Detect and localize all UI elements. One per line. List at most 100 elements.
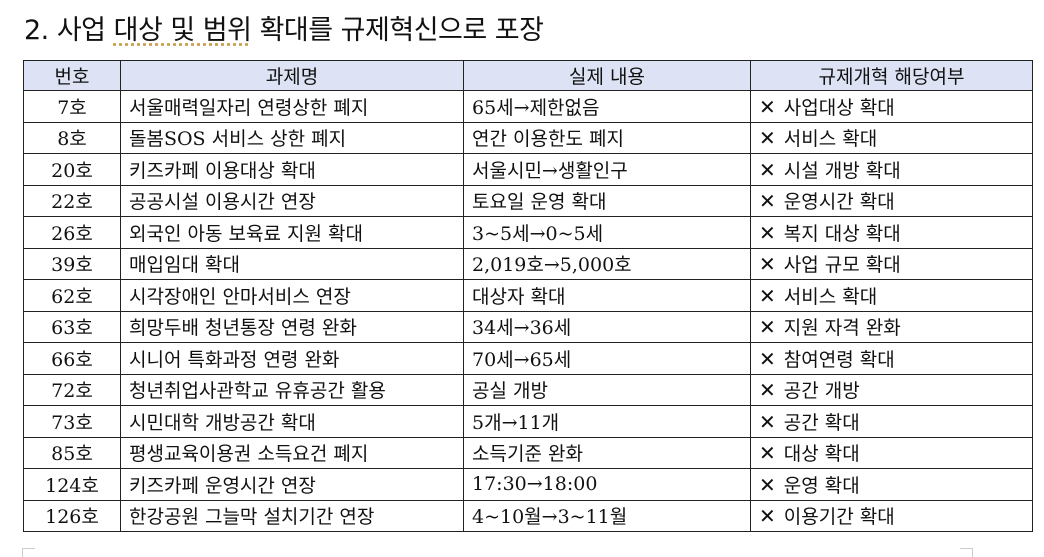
title-prefix: 2. 사업: [24, 15, 114, 46]
header-regulation-status: 규제개혁 해당여부: [750, 60, 1033, 91]
table-row: 22호 공공시설 이용시간 연장 토요일 운영 확대 ✕ 운영시간 확대: [23, 184, 1033, 217]
cell-actual-content: 4~10월→3~11월: [463, 499, 751, 532]
cell-task-name: 평생교육이용권 소득요건 폐지: [120, 436, 464, 469]
regulation-table: 번호 과제명 실제 내용 규제개혁 해당여부 7호 서울매력일자리 연령상한 폐…: [23, 60, 1033, 532]
table-row: 85호 평생교육이용권 소득요건 폐지 소득기준 완화 ✕ 대상 확대: [23, 436, 1033, 469]
cell-task-name: 시니어 특화과정 연령 완화: [120, 342, 464, 375]
x-mark-icon: ✕: [759, 504, 776, 529]
cell-number: 8호: [23, 121, 121, 154]
cell-number: 85호: [23, 436, 121, 469]
x-mark-icon: ✕: [759, 346, 776, 371]
x-mark-icon: ✕: [759, 126, 776, 151]
cell-number: 39호: [23, 247, 121, 280]
status-text: 공간 개방: [783, 380, 860, 403]
cell-regulation-status: ✕ 공간 확대: [750, 405, 1033, 438]
cell-task-name: 외국인 아동 보육료 지원 확대: [120, 216, 464, 249]
title-underlined: 대상 및 범위: [113, 15, 252, 46]
cell-number: 22호: [23, 184, 121, 217]
title-suffix: 확대를 규제혁신으로 포장: [251, 15, 544, 46]
cell-regulation-status: ✕ 이용기간 확대: [750, 499, 1033, 532]
table-row: 26호 외국인 아동 보육료 지원 확대 3~5세→0~5세 ✕ 복지 대상 확대: [23, 216, 1033, 249]
cell-actual-content: 5개→11개: [463, 405, 751, 438]
cell-regulation-status: ✕ 서비스 확대: [750, 279, 1033, 312]
cell-regulation-status: ✕ 사업대상 확대: [750, 90, 1033, 123]
x-mark-icon: ✕: [759, 315, 776, 340]
cell-actual-content: 2,019호→5,000호: [463, 247, 751, 280]
cell-number: 26호: [23, 216, 121, 249]
status-text: 참여연령 확대: [783, 348, 895, 371]
cell-regulation-status: ✕ 복지 대상 확대: [750, 216, 1033, 249]
cell-task-name: 한강공원 그늘막 설치기간 연장: [120, 499, 464, 532]
status-text: 운영 확대: [783, 474, 860, 497]
cell-regulation-status: ✕ 대상 확대: [750, 436, 1033, 469]
cell-actual-content: 서울시민→생활인구: [463, 153, 751, 186]
x-mark-icon: ✕: [759, 472, 776, 497]
cell-regulation-status: ✕ 지원 자격 완화: [750, 310, 1033, 343]
status-text: 대상 확대: [783, 443, 860, 466]
x-mark-icon: ✕: [759, 378, 776, 403]
cell-actual-content: 3~5세→0~5세: [463, 216, 751, 249]
cell-number: 66호: [23, 342, 121, 375]
x-mark-icon: ✕: [759, 157, 776, 182]
x-mark-icon: ✕: [759, 252, 776, 277]
section-title: 2. 사업 대상 및 범위 확대를 규제혁신으로 포장: [24, 8, 544, 47]
cell-regulation-status: ✕ 공간 개방: [750, 373, 1033, 406]
cell-number: 62호: [23, 279, 121, 312]
cell-task-name: 서울매력일자리 연령상한 폐지: [120, 90, 464, 123]
header-number: 번호: [23, 60, 121, 91]
cell-actual-content: 65세→제한없음: [463, 90, 751, 123]
cell-task-name: 청년취업사관학교 유휴공간 활용: [120, 373, 464, 406]
table-row: 20호 키즈카페 이용대상 확대 서울시민→생활인구 ✕ 시설 개방 확대: [23, 153, 1033, 186]
cell-task-name: 시각장애인 안마서비스 연장: [120, 279, 464, 312]
cell-regulation-status: ✕ 운영 확대: [750, 468, 1033, 501]
status-text: 이용기간 확대: [783, 506, 895, 529]
x-mark-icon: ✕: [759, 220, 776, 245]
x-mark-icon: ✕: [759, 189, 776, 214]
cell-task-name: 키즈카페 이용대상 확대: [120, 153, 464, 186]
table-row: 7호 서울매력일자리 연령상한 폐지 65세→제한없음 ✕ 사업대상 확대: [23, 90, 1033, 123]
cell-actual-content: 공실 개방: [463, 373, 751, 406]
cell-number: 20호: [23, 153, 121, 186]
cell-number: 63호: [23, 310, 121, 343]
status-text: 서비스 확대: [783, 128, 878, 151]
cell-regulation-status: ✕ 사업 규모 확대: [750, 247, 1033, 280]
status-text: 사업 규모 확대: [783, 254, 901, 277]
cell-actual-content: 17:30→18:00: [463, 468, 751, 501]
status-text: 운영시간 확대: [783, 191, 895, 214]
table-row: 72호 청년취업사관학교 유휴공간 활용 공실 개방 ✕ 공간 개방: [23, 373, 1033, 406]
page-corner-left: [22, 548, 35, 557]
table-row: 66호 시니어 특화과정 연령 완화 70세→65세 ✕ 참여연령 확대: [23, 342, 1033, 375]
table-row: 124호 키즈카페 운영시간 연장 17:30→18:00 ✕ 운영 확대: [23, 468, 1033, 501]
table-row: 62호 시각장애인 안마서비스 연장 대상자 확대 ✕ 서비스 확대: [23, 279, 1033, 312]
cell-actual-content: 대상자 확대: [463, 279, 751, 312]
cell-actual-content: 34세→36세: [463, 310, 751, 343]
cell-actual-content: 70세→65세: [463, 342, 751, 375]
cell-number: 126호: [23, 499, 121, 532]
table-row: 126호 한강공원 그늘막 설치기간 연장 4~10월→3~11월 ✕ 이용기간 …: [23, 499, 1033, 532]
status-text: 서비스 확대: [783, 285, 878, 308]
status-text: 지원 자격 완화: [783, 317, 901, 340]
cell-number: 72호: [23, 373, 121, 406]
cell-task-name: 희망두배 청년통장 연령 완화: [120, 310, 464, 343]
x-mark-icon: ✕: [759, 409, 776, 434]
cell-task-name: 매입임대 확대: [120, 247, 464, 280]
table-row: 39호 매입임대 확대 2,019호→5,000호 ✕ 사업 규모 확대: [23, 247, 1033, 280]
header-task-name: 과제명: [120, 60, 464, 91]
cell-task-name: 돌봄SOS 서비스 상한 폐지: [120, 121, 464, 154]
status-text: 시설 개방 확대: [783, 159, 901, 182]
x-mark-icon: ✕: [759, 283, 776, 308]
cell-actual-content: 토요일 운영 확대: [463, 184, 751, 217]
table-row: 73호 시민대학 개방공간 확대 5개→11개 ✕ 공간 확대: [23, 405, 1033, 438]
cell-regulation-status: ✕ 참여연령 확대: [750, 342, 1033, 375]
table-row: 8호 돌봄SOS 서비스 상한 폐지 연간 이용한도 폐지 ✕ 서비스 확대: [23, 121, 1033, 154]
cell-number: 73호: [23, 405, 121, 438]
cell-task-name: 키즈카페 운영시간 연장: [120, 468, 464, 501]
status-text: 공간 확대: [783, 411, 860, 434]
status-text: 사업대상 확대: [783, 96, 895, 119]
cell-regulation-status: ✕ 서비스 확대: [750, 121, 1033, 154]
cell-task-name: 공공시설 이용시간 연장: [120, 184, 464, 217]
cell-regulation-status: ✕ 운영시간 확대: [750, 184, 1033, 217]
cell-number: 7호: [23, 90, 121, 123]
table-row: 63호 희망두배 청년통장 연령 완화 34세→36세 ✕ 지원 자격 완화: [23, 310, 1033, 343]
x-mark-icon: ✕: [759, 441, 776, 466]
